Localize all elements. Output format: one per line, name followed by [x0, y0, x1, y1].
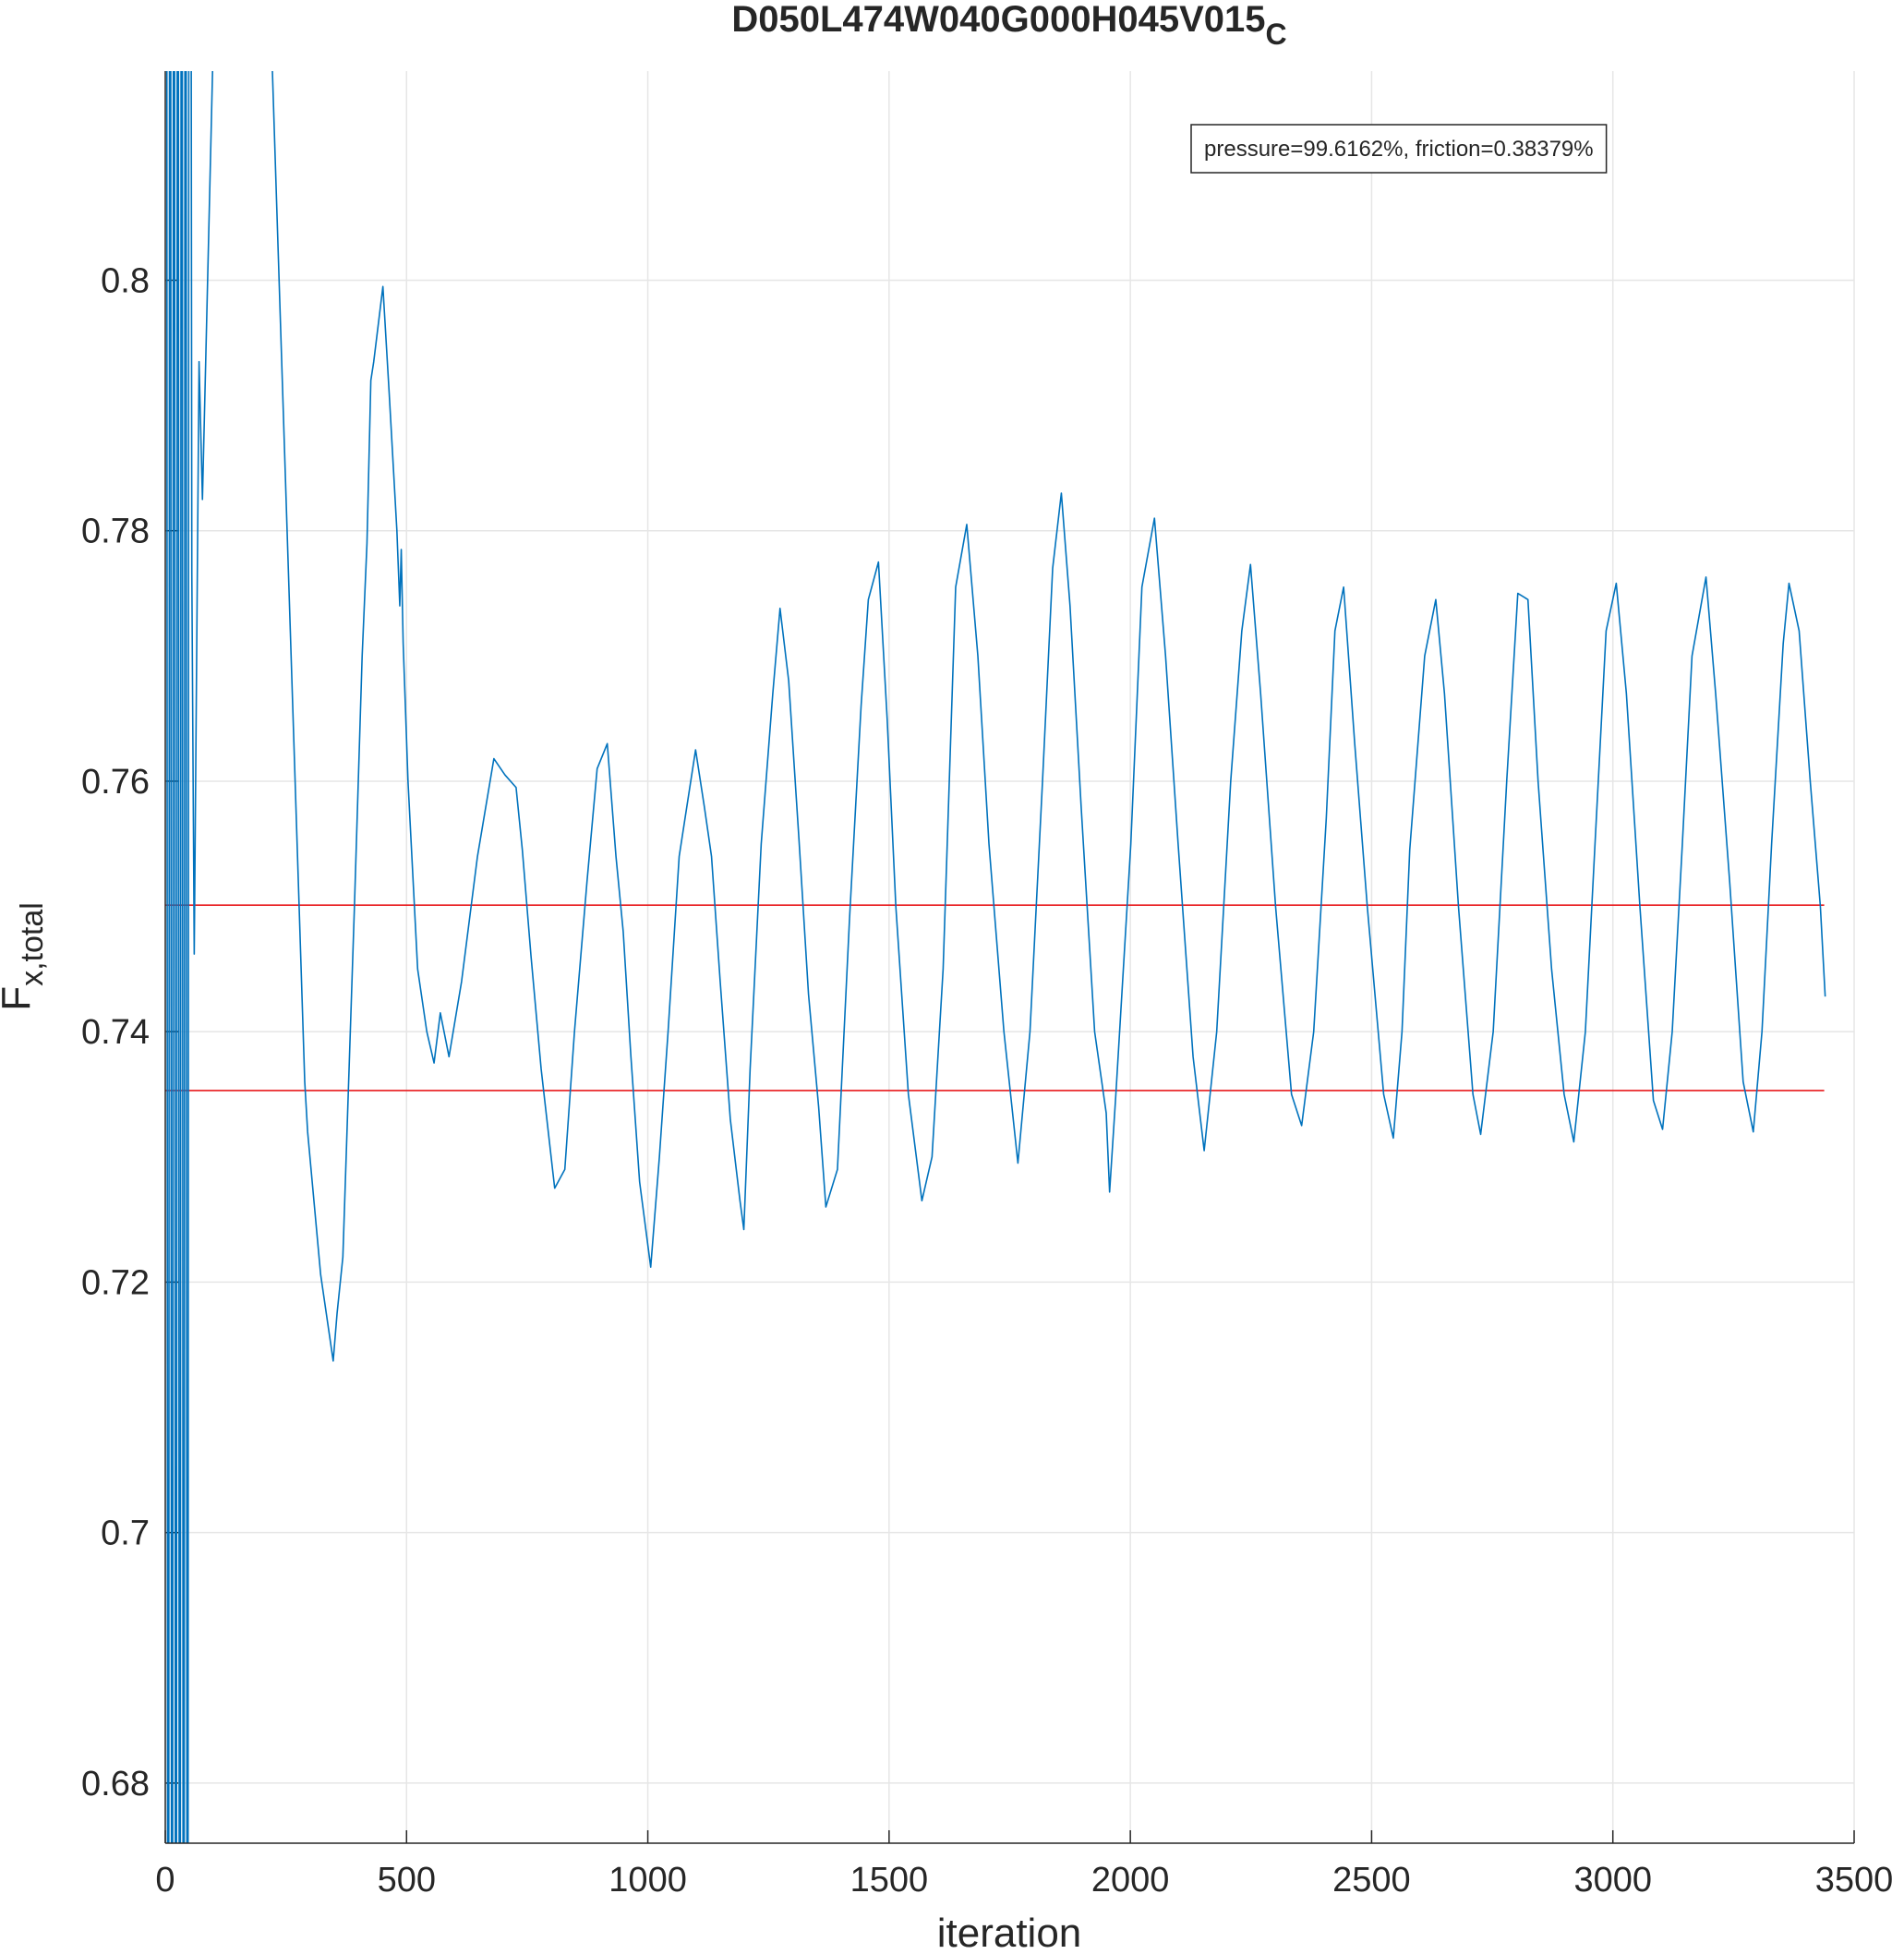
title-main: D050L474W040G000H045V015 [731, 0, 1265, 40]
y-tick-label: 0.78 [81, 513, 150, 551]
chart-title: D050L474W040G000H045V015C [731, 0, 1286, 51]
ylabel-subscript: x,total [15, 902, 50, 986]
y-tick-label: 0.76 [81, 763, 150, 802]
y-axis-label: Fx,total [0, 902, 50, 1011]
x-tick-label: 1000 [609, 1861, 687, 1900]
x-tick-label: 500 [378, 1861, 436, 1900]
annotation-box [1190, 124, 1608, 174]
x-tick-label: 0 [155, 1861, 175, 1900]
x-tick-label: 3000 [1573, 1861, 1652, 1900]
plot-area [165, 71, 1826, 1843]
y-tick-label: 0.72 [81, 1263, 150, 1302]
ylabel-main: F [0, 986, 39, 1011]
x-tick-label: 1500 [850, 1861, 929, 1900]
x-axis-label: iteration [937, 1911, 1082, 1954]
annotation-text: pressure=99.6162%, friction=0.38379% [1204, 137, 1594, 162]
x-tick-label: 2500 [1332, 1861, 1411, 1900]
y-tick-label: 0.68 [81, 1765, 150, 1803]
data-line [165, 71, 1826, 1843]
x-tick-label: 2000 [1091, 1861, 1170, 1900]
title-subscript: C [1266, 18, 1287, 51]
y-tick-label: 0.74 [81, 1013, 150, 1052]
x-tick-label: 3500 [1815, 1861, 1894, 1900]
y-tick-label: 0.8 [101, 261, 150, 300]
y-tick-label: 0.7 [101, 1514, 150, 1553]
